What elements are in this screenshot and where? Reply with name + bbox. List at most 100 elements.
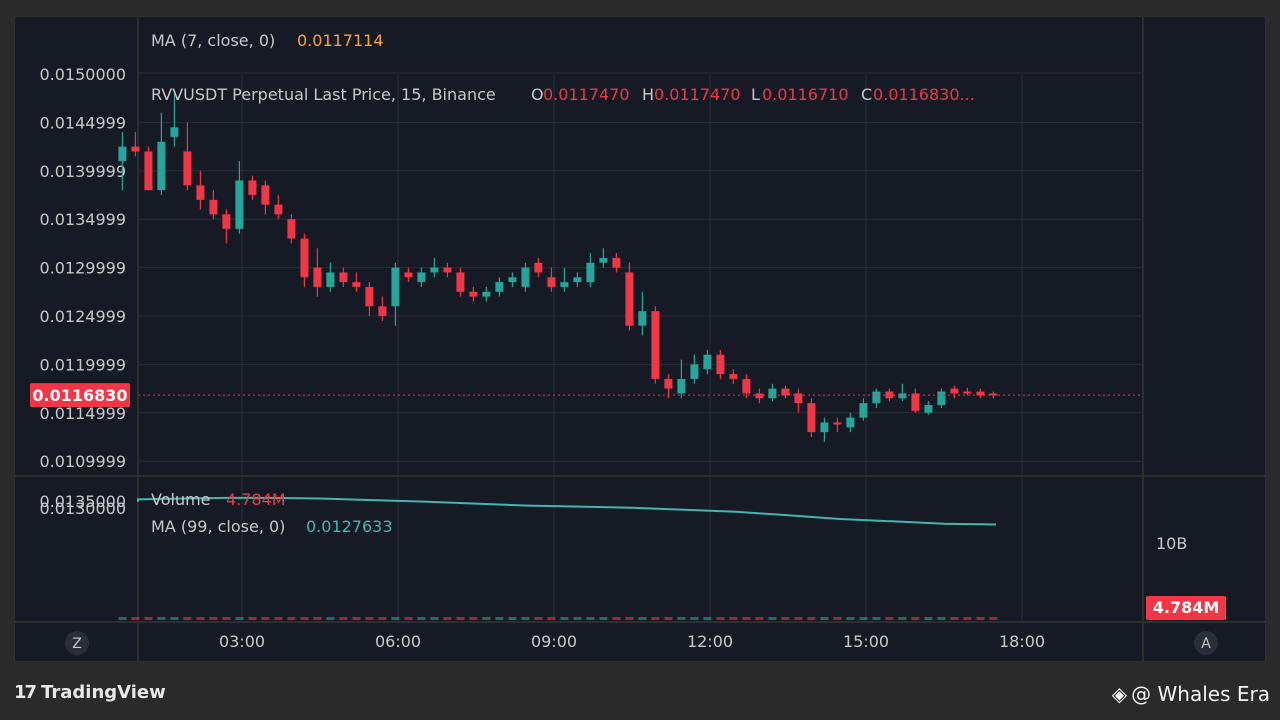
candle <box>859 398 868 421</box>
auto-scale-a-button[interactable]: A <box>1194 631 1218 655</box>
chart-frame <box>14 16 1266 662</box>
volume-bar <box>209 617 218 620</box>
volume-bar <box>131 617 140 620</box>
volume-bar <box>612 617 621 620</box>
volume-bar <box>573 617 582 620</box>
volume-bar <box>274 617 283 620</box>
tradingview-logo[interactable]: 17 TradingView <box>14 680 166 704</box>
tradingview-brand: TradingView <box>41 681 166 703</box>
volume-bar <box>300 617 309 620</box>
volume-bar <box>430 617 439 620</box>
volume-value: 4.784M <box>226 490 286 509</box>
volume-axis-label: 10B <box>1156 534 1187 553</box>
price-tick-label: 0.0134999 <box>39 210 126 229</box>
candle <box>664 374 673 399</box>
candle <box>820 417 829 442</box>
volume-bar <box>248 617 257 620</box>
volume-bar <box>937 617 946 620</box>
candle <box>703 349 712 375</box>
candle <box>625 262 634 331</box>
candle <box>196 170 205 210</box>
price-tick-label: 0.0109999 <box>39 452 126 471</box>
candle <box>651 306 660 384</box>
candle <box>833 417 842 433</box>
time-axis: 03:00 06:00 09:00 12:00 15:00 18:00 <box>219 632 1045 651</box>
volume-bar <box>222 617 231 620</box>
candle <box>443 262 452 278</box>
volume-bar <box>846 617 855 620</box>
close-value: 0.0116830... <box>873 85 975 104</box>
volume-bar <box>690 617 699 620</box>
ma7-value: 0.0117114 <box>297 31 384 50</box>
candle <box>534 257 543 278</box>
ma-tick-label: 0.0135000 <box>39 492 126 511</box>
candle <box>300 233 309 287</box>
candle <box>352 272 361 292</box>
volume-bar <box>781 617 790 620</box>
volume-bar <box>313 617 322 620</box>
candle <box>430 257 439 278</box>
ma-tick-label: 0.0130000 <box>39 499 126 518</box>
close-label: C <box>861 85 872 104</box>
svg-text:Z: Z <box>72 636 82 652</box>
volume-bar <box>989 617 998 620</box>
volume-bar <box>807 617 816 620</box>
candle <box>131 132 140 157</box>
auto-scale-z-button[interactable]: Z <box>65 631 89 655</box>
candle <box>937 388 946 408</box>
volume-bars <box>118 617 998 620</box>
volume-bar <box>716 617 725 620</box>
volume-bar <box>963 617 972 620</box>
open-label: O <box>531 85 544 104</box>
volume-bar <box>339 617 348 620</box>
volume-bar <box>235 617 244 620</box>
volume-bar <box>417 617 426 620</box>
ma99-polyline <box>137 496 997 526</box>
candle <box>508 272 517 287</box>
svg-text:0.0116830: 0.0116830 <box>32 386 127 405</box>
candle <box>274 195 283 220</box>
volume-bar <box>703 617 712 620</box>
volume-bar <box>378 617 387 620</box>
volume-bar <box>586 617 595 620</box>
volume-bar <box>664 617 673 620</box>
volume-bar <box>820 617 829 620</box>
candle <box>287 214 296 244</box>
time-tick-label: 03:00 <box>219 632 265 651</box>
pane-separators <box>15 16 1265 662</box>
volume-badge: 4.784M <box>1146 596 1226 620</box>
candle <box>872 388 881 408</box>
price-axis: 0.0150000 0.0144999 0.0139999 0.0134999 0.01… <box>39 65 126 471</box>
time-tick-label: 18:00 <box>999 632 1045 651</box>
candle <box>898 383 907 402</box>
high-value: 0.0117470 <box>654 85 741 104</box>
candle <box>781 385 790 399</box>
candle <box>456 267 465 297</box>
volume-bar <box>599 617 608 620</box>
candle <box>248 175 257 200</box>
volume-bar <box>898 617 907 620</box>
binance-diamond-icon: ◈ <box>1111 682 1128 706</box>
candle <box>924 401 933 415</box>
price-tick-label: 0.0119999 <box>39 355 126 374</box>
low-value: 0.0116710 <box>762 85 849 104</box>
volume-bar <box>833 617 842 620</box>
candle <box>716 349 725 379</box>
candle <box>638 291 647 336</box>
candle <box>222 209 231 244</box>
volume-label: Volume <box>151 490 211 509</box>
ma99-line <box>137 496 997 526</box>
volume-bar <box>768 617 777 620</box>
watermark: ◈ @ Whales Era <box>1112 680 1270 708</box>
candle <box>157 112 166 195</box>
ma99-label: MA (99, close, 0) <box>151 517 285 536</box>
candle <box>365 282 374 316</box>
candle <box>144 146 153 191</box>
volume-bar <box>625 617 634 620</box>
candle <box>261 180 270 215</box>
volume-bar <box>885 617 894 620</box>
candle <box>729 369 738 384</box>
tradingview-icon: 17 <box>14 681 37 703</box>
